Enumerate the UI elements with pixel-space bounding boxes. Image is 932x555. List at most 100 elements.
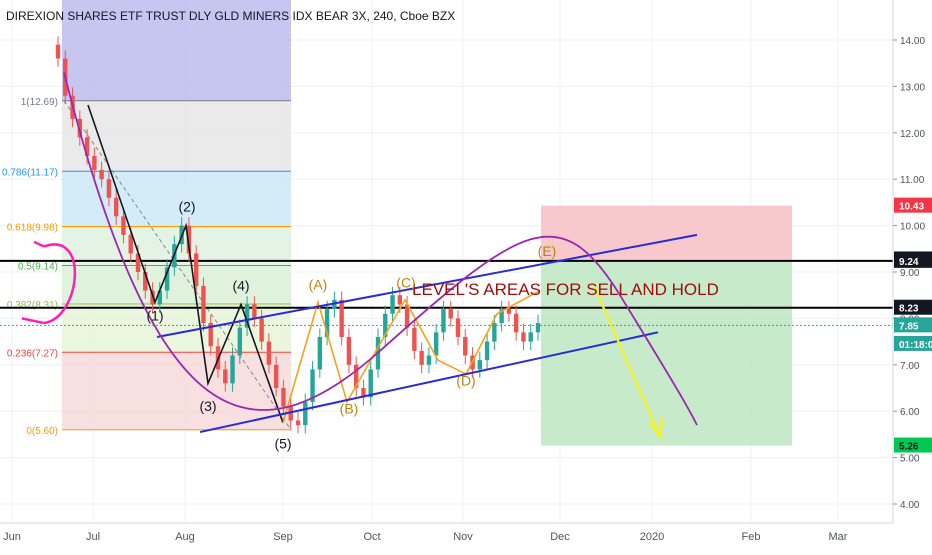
candle-body (55, 44, 61, 59)
candle-body (455, 318, 461, 337)
y-tick-label: 9.00 (900, 268, 920, 279)
x-tick-label: Oct (363, 531, 380, 543)
candle-body (361, 388, 366, 398)
candle-body (193, 253, 199, 286)
candle-body (441, 309, 446, 333)
wave-label: (C) (396, 274, 415, 290)
candle-body (121, 216, 126, 235)
candle-body (521, 332, 526, 342)
candle-body (106, 179, 112, 198)
candle-body (492, 323, 497, 342)
zones (62, 0, 792, 446)
candle-body (92, 156, 97, 170)
candle-body (295, 420, 301, 426)
candle-body (244, 304, 250, 328)
wave-labels: (1) (2) (3) (4) (5) (A) (B) (C) (D) (E) (146, 199, 556, 452)
wave-label: (A) (309, 277, 328, 293)
candle-body (412, 327, 417, 351)
wave-label: (D) (456, 373, 475, 389)
candle-body (477, 360, 483, 370)
x-tick-label: Dec (550, 531, 570, 543)
wave-label: (E) (538, 243, 557, 259)
target-arrow (592, 285, 662, 438)
y-tick-label: 12.00 (900, 129, 925, 140)
candle-body (310, 369, 315, 402)
candle-body (113, 197, 119, 217)
candle-body (186, 225, 192, 254)
fib-trend-line (63, 100, 292, 431)
candle-body (383, 313, 388, 337)
candle-body (84, 137, 90, 156)
candle-body (419, 350, 424, 365)
candle-body (273, 364, 279, 388)
candle-body (528, 332, 533, 342)
candle-body (157, 290, 163, 305)
candle-body (397, 295, 403, 305)
price-label-text: 7.85 (899, 321, 919, 332)
candle-body (448, 309, 453, 319)
price-label-text: 9.24 (899, 257, 919, 268)
x-tick-label: Jun (3, 531, 21, 543)
fib-label-0: 1(12.69) (21, 97, 58, 108)
y-tick-label: 11.00 (900, 175, 925, 186)
candle-body (143, 272, 148, 291)
candle-body (506, 309, 512, 314)
wave-label: (1) (146, 308, 163, 324)
y-tick-label: 14.00 (900, 36, 925, 47)
price-label-text: 5.26 (899, 442, 919, 453)
candle-body (433, 332, 439, 356)
wave-label: (3) (199, 398, 216, 414)
time-axis: Jun Jul Aug Sep Oct Nov Dec 2020 Feb Mar (0, 522, 893, 543)
corrective-wave (282, 289, 541, 424)
wave-label: (5) (274, 435, 291, 451)
candle-body (208, 323, 213, 347)
candle-body (463, 336, 468, 356)
x-tick-label: Feb (742, 531, 761, 543)
y-tick-label: 7.00 (900, 361, 920, 372)
profit-zone (541, 259, 792, 446)
candle-body (237, 327, 243, 356)
fib-label-5: 0.236(7.27) (7, 348, 58, 359)
fibonacci-levels: 1(12.69) 0.786(11.17) 0.618(9.98) 0.5(9.14)… (2, 97, 292, 437)
candle-body (368, 369, 373, 398)
candle-body (230, 355, 235, 384)
fib-label-1: 0.786(11.17) (2, 167, 58, 178)
candle-body (281, 388, 286, 407)
candle-body (150, 290, 155, 305)
x-tick-label: Sep (273, 531, 293, 543)
candle-body (390, 295, 395, 314)
candle-body (339, 299, 344, 337)
channel-upper (156, 233, 698, 338)
candle-body (332, 299, 337, 310)
x-tick-label: 2020 (640, 531, 664, 543)
candle-body (317, 336, 323, 370)
candle-body (346, 336, 352, 365)
fib-zone-4 (62, 304, 291, 353)
price-label-text: 01:18:02 (899, 340, 932, 351)
candle-body (135, 253, 141, 272)
candle-body (259, 318, 264, 342)
drawings: LEVEL'S AREAS FOR SELL AND HOLD (21, 72, 719, 440)
x-tick-label: Mar (829, 531, 848, 543)
area-marker (21, 240, 76, 325)
candle-body (128, 234, 133, 254)
chart-title: DIREXION SHARES ETF TRUST DLY GLD MINERS… (6, 9, 455, 23)
candle-body (484, 341, 490, 361)
candle-body (77, 118, 83, 138)
fib-label-3: 0.5(9.14) (18, 262, 58, 273)
annotation-text: LEVEL'S AREAS FOR SELL AND HOLD (412, 280, 719, 299)
target-arrowhead (649, 418, 664, 440)
candle-body (288, 406, 293, 421)
candle-body (164, 267, 170, 291)
x-tick-label: Aug (175, 531, 195, 543)
candle-body (252, 304, 257, 319)
candle-body (201, 285, 206, 324)
fib-zone-5 (62, 352, 291, 430)
wave-label: (2) (178, 199, 195, 215)
fib-zone-0 (62, 100, 291, 172)
loss-zone (541, 205, 792, 260)
candle-body (99, 169, 104, 180)
price-axis: 4.005.006.007.008.009.0010.0011.0012.001… (892, 0, 932, 523)
